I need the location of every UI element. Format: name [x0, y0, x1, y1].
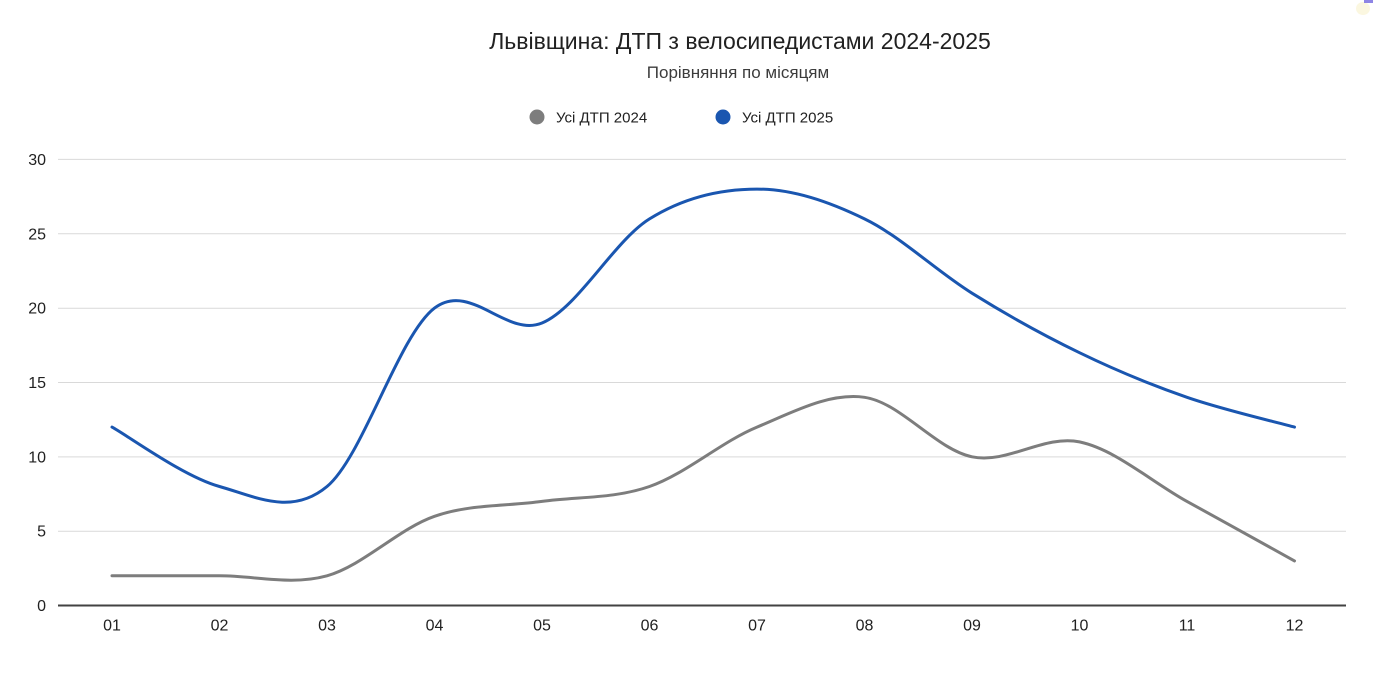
x-tick-label-07: 07	[748, 618, 766, 635]
chart-title: Львівщина: ДТП з велосипедистами 2024-20…	[489, 28, 991, 54]
x-tick-label-01: 01	[103, 618, 121, 635]
x-tick-label-08: 08	[856, 618, 874, 635]
x-tick-label-10: 10	[1071, 618, 1089, 635]
x-tick-label-02: 02	[211, 618, 229, 635]
legend-item-2024[interactable]: Усі ДТП 2024	[529, 109, 648, 127]
gridlines	[58, 158, 1346, 607]
x-tick-label-05: 05	[533, 618, 551, 635]
legend-marker-2025-icon	[715, 109, 731, 125]
y-tick-label-10: 10	[28, 449, 46, 466]
x-tick-label-06: 06	[641, 618, 659, 635]
legend-item-2025[interactable]: Усі ДТП 2025	[715, 109, 834, 127]
x-axis-labels: 01 02 03 04 05 06 07 08 09 10 11 12	[103, 618, 1303, 635]
y-tick-label-20: 20	[28, 301, 46, 318]
series-2025-line	[110, 187, 1296, 504]
y-tick-label-30: 30	[28, 152, 46, 169]
y-tick-label-15: 15	[28, 375, 46, 392]
screen-corner-artifact-bar	[1364, 0, 1373, 3]
legend-label-2024: Усі ДТП 2024	[556, 110, 647, 127]
series-2024-line	[110, 395, 1296, 582]
y-tick-label-0: 0	[37, 598, 46, 615]
screen-corner-artifact-glow	[1356, 2, 1370, 15]
legend-label-2025: Усі ДТП 2025	[742, 110, 833, 127]
x-tick-label-09: 09	[963, 618, 981, 635]
legend: Усі ДТП 2024 Усі ДТП 2025	[529, 109, 834, 127]
x-tick-label-04: 04	[426, 618, 444, 635]
y-axis-labels: 0 5 10 15 20 25 30	[28, 152, 46, 615]
x-tick-label-12: 12	[1286, 618, 1304, 635]
x-tick-label-03: 03	[318, 618, 336, 635]
x-tick-label-11: 11	[1179, 618, 1196, 635]
y-tick-label-25: 25	[28, 226, 46, 243]
legend-marker-2024-icon	[529, 109, 545, 125]
chart-subtitle: Порівняння по місяцям	[647, 63, 829, 82]
y-tick-label-5: 5	[37, 524, 46, 541]
